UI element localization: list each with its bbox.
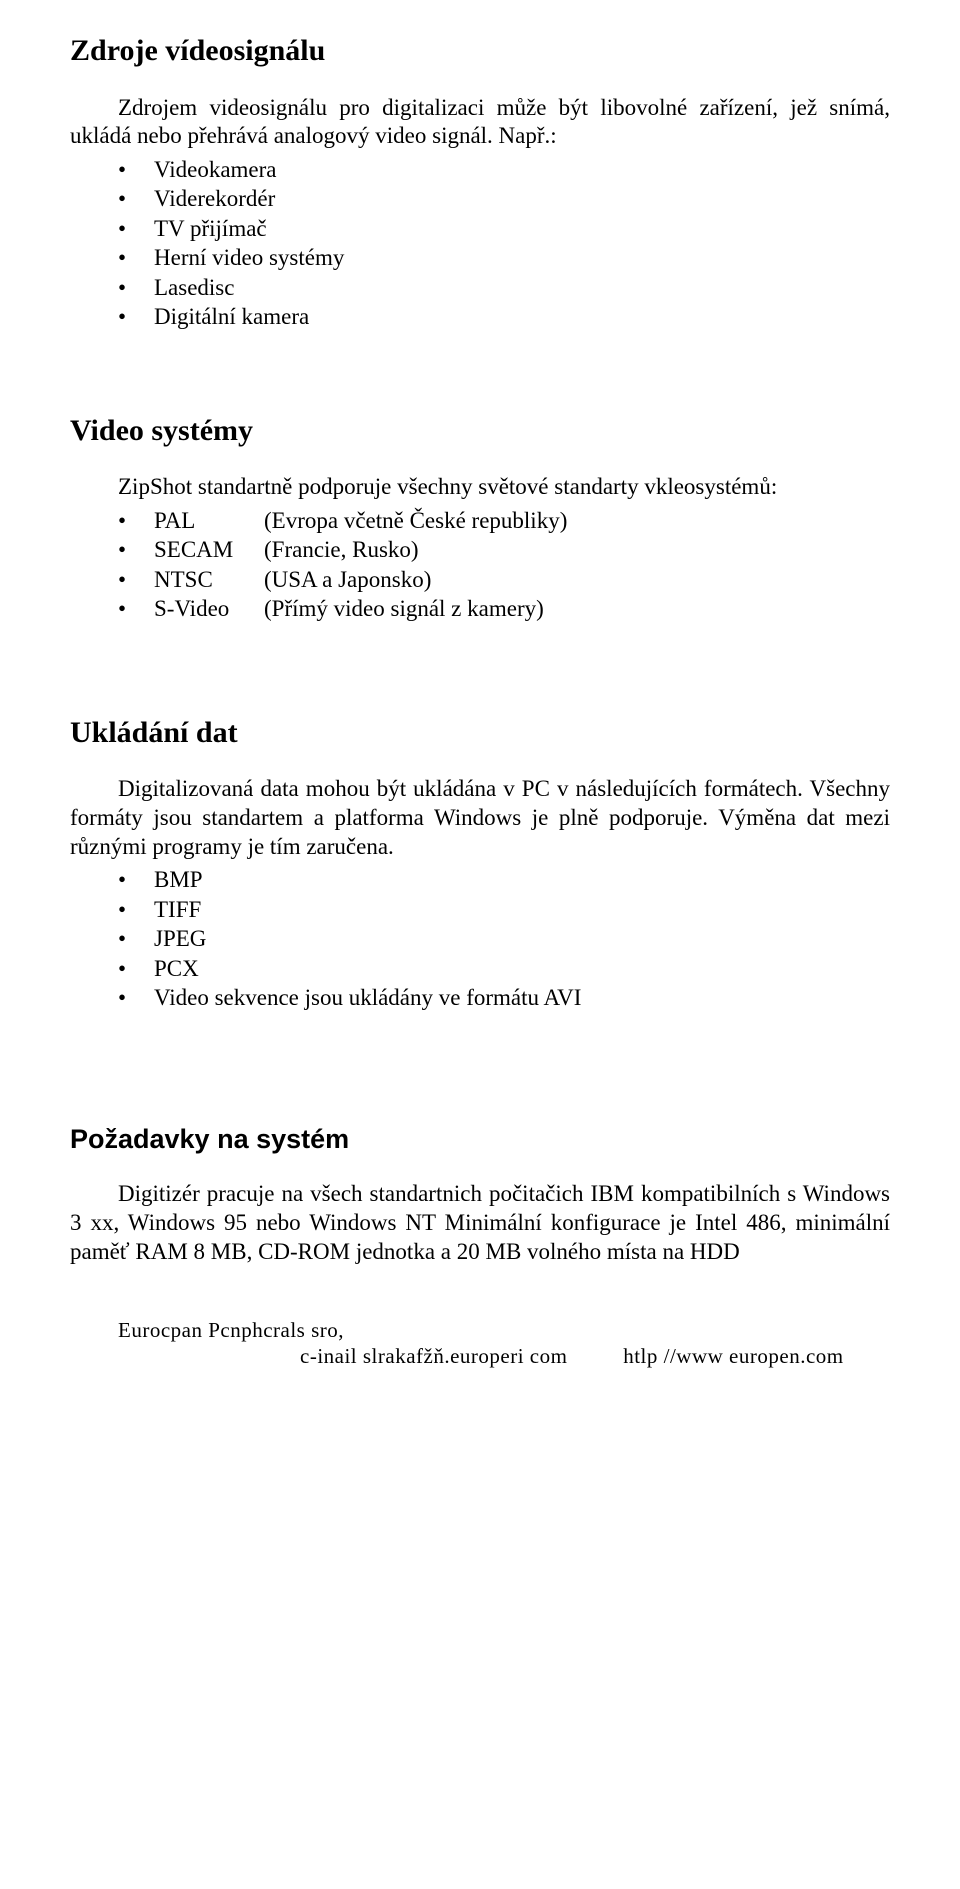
- footer-company: Eurocpan Pcnphcrals sro,: [70, 1317, 890, 1343]
- heading-zdroje: Zdroje vídeosignálu: [70, 32, 890, 70]
- list-zdroje: Videokamera Viderekordér TV přijímač Her…: [70, 155, 890, 332]
- list-item: Herní video systémy: [118, 243, 890, 272]
- item-value: (Francie, Rusko): [264, 535, 419, 564]
- para-ukladani: Digitalizovaná data mohou být ukládána v…: [70, 775, 890, 861]
- item-label: NTSC: [154, 565, 264, 594]
- list-item: TV přijímač: [118, 214, 890, 243]
- item-value: (USA a Japonsko): [264, 565, 431, 594]
- list-item: Videokamera: [118, 155, 890, 184]
- list-item: Digitální kamera: [118, 302, 890, 331]
- list-video-systemy: PAL (Evropa včetně České republiky) SECA…: [70, 506, 890, 624]
- para-video-systemy: ZipShot standartně podporuje všechny svě…: [70, 473, 890, 502]
- footer-contact: c-inail slrakafžň.europeri com htlp //ww…: [70, 1343, 890, 1369]
- list-item: TIFF: [118, 895, 890, 924]
- heading-ukladani: Ukládání dat: [70, 714, 890, 752]
- list-item: PCX: [118, 954, 890, 983]
- heading-pozadavky: Požadavky na systém: [70, 1123, 890, 1157]
- list-ukladani: BMP TIFF JPEG PCX Video sekvence jsou uk…: [70, 865, 890, 1012]
- item-label: SECAM: [154, 535, 264, 564]
- list-item: S-Video (Přímý video signál z kamery): [118, 594, 890, 623]
- list-item: PAL (Evropa včetně České republiky): [118, 506, 890, 535]
- list-item: SECAM (Francie, Rusko): [118, 535, 890, 564]
- list-item: BMP: [118, 865, 890, 894]
- list-item: Video sekvence jsou ukládány ve formátu …: [118, 983, 890, 1012]
- footer-email: c-inail slrakafžň.europeri com: [300, 1344, 567, 1368]
- para-pozadavky: Digitizér pracuje na všech standartnich …: [70, 1180, 890, 1266]
- para-zdroje: Zdrojem videosignálu pro digitalizaci mů…: [70, 94, 890, 152]
- footer-url: htlp //www europen.com: [573, 1344, 843, 1368]
- item-value: (Přímý video signál z kamery): [264, 594, 544, 623]
- item-label: PAL: [154, 506, 264, 535]
- list-item: JPEG: [118, 924, 890, 953]
- item-value: (Evropa včetně České republiky): [264, 506, 567, 535]
- heading-video-systemy: Video systémy: [70, 412, 890, 450]
- item-label: S-Video: [154, 594, 264, 623]
- list-item: NTSC (USA a Japonsko): [118, 565, 890, 594]
- footer: Eurocpan Pcnphcrals sro, c-inail slrakaf…: [70, 1317, 890, 1370]
- list-item: Viderekordér: [118, 184, 890, 213]
- list-item: Lasedisc: [118, 273, 890, 302]
